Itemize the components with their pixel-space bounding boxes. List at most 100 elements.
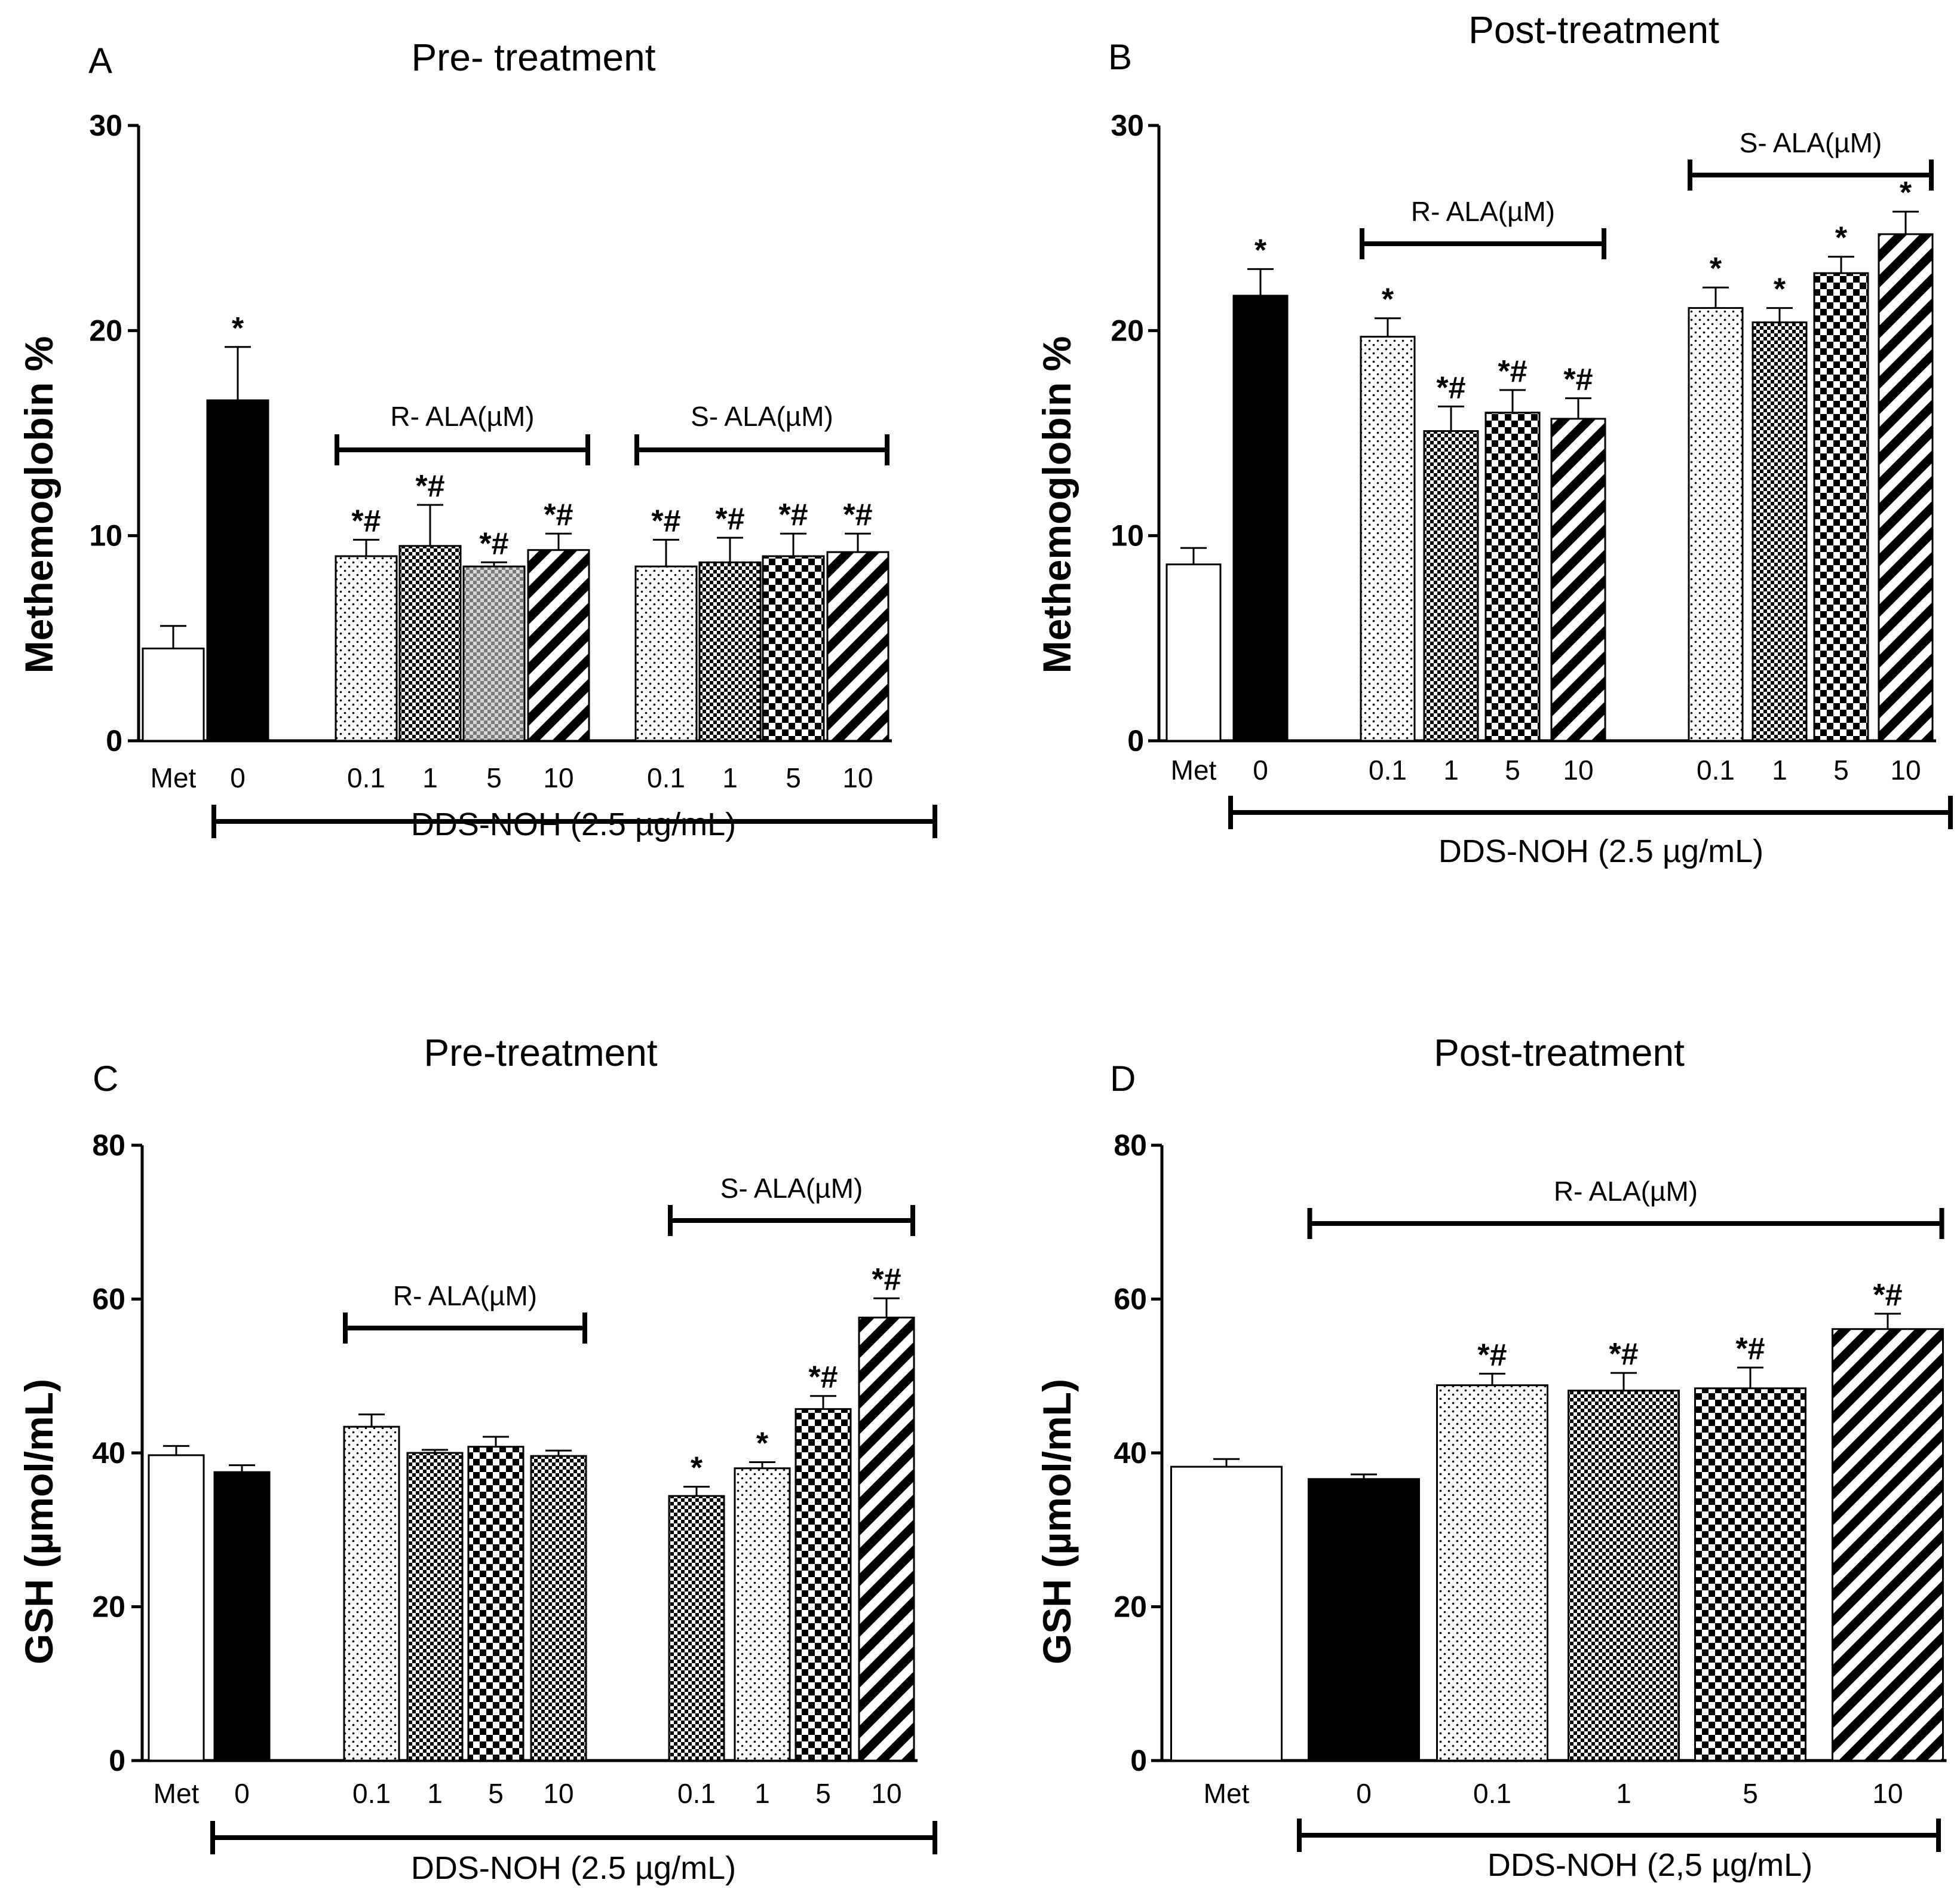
significance-marker: *	[1900, 176, 1912, 210]
bar	[406, 1452, 464, 1762]
bar	[335, 555, 398, 742]
panel-c-pretreatment-gsh: C Pre-treatment GSH (µmol/mL) 0 20 40 60 80 M…	[17, 1031, 937, 1886]
significance-marker: *#	[808, 1360, 838, 1395]
bar	[527, 549, 590, 742]
bar	[398, 545, 462, 742]
y-tick-label: 0	[1127, 724, 1144, 758]
category-label: 10	[871, 1778, 901, 1809]
y-axis-label: GSH (µmol/mL)	[1035, 1379, 1079, 1664]
bar-chart-plot: 0 10 20 30 Met * 0 *# 0.1 *# 1 *# 5 *# 10 *# 0.1 *# 1 *# 5 *#…	[89, 109, 937, 838]
panel-label-b: B	[1108, 37, 1132, 77]
panel-label-d: D	[1110, 1059, 1136, 1099]
category-label: 0.1	[647, 762, 685, 793]
category-label: 0	[230, 762, 246, 793]
y-tick-label: 40	[1114, 1436, 1147, 1470]
y-axis-label: GSH (µmol/mL)	[17, 1379, 61, 1664]
bar	[1550, 418, 1606, 742]
category-label: 5	[486, 762, 502, 793]
panel-d-posttreatment-gsh: D Post-treatment GSH (µmol/mL) 0 20 40 60 80…	[1035, 1031, 1947, 1883]
category-label: Met	[151, 762, 197, 793]
group-label: R- ALA(µM)	[1411, 196, 1555, 227]
category-label: 1	[1772, 755, 1787, 786]
bar	[1688, 307, 1744, 742]
significance-marker: *	[1710, 252, 1722, 286]
bar	[858, 1316, 915, 1762]
bar	[213, 1471, 271, 1762]
significance-marker: *#	[479, 526, 508, 561]
panel-b-posttreatment-methemoglobin: B Post-treatment Methemoglobin % 0102030…	[1035, 8, 1953, 869]
y-tick-label: 80	[1114, 1129, 1147, 1162]
y-tick-label: 10	[1111, 519, 1144, 553]
bar	[530, 1455, 587, 1762]
category-label: Met	[154, 1778, 200, 1809]
significance-marker: *#	[1563, 363, 1593, 397]
y-tick-label: 0	[106, 724, 122, 758]
y-tick-label: 30	[89, 109, 122, 142]
category-label: 0	[1253, 755, 1268, 786]
bar	[1694, 1387, 1806, 1762]
group-label: R- ALA(µM)	[393, 1280, 537, 1311]
significance-marker: *	[1835, 221, 1848, 256]
significance-marker: *#	[872, 1262, 901, 1297]
category-label: 5	[786, 762, 801, 793]
category-label: 5	[1505, 755, 1520, 786]
bar-chart-plot: 0 20 40 60 80 Met 0 0.1 1 5 10 * 0.1 * 1 *# 5 *# 10 R- ALA(…	[92, 1129, 937, 1854]
bar	[467, 1446, 524, 1762]
significance-marker: *#	[715, 502, 744, 536]
y-tick-label: 10	[89, 519, 122, 553]
bar	[1165, 563, 1222, 742]
significance-marker: *#	[1609, 1337, 1638, 1372]
category-label: 5	[488, 1778, 504, 1809]
y-tick-label: 20	[89, 314, 122, 347]
category-label: 0.1	[347, 762, 385, 793]
y-axis-label: Methemoglobin %	[17, 336, 61, 674]
bar	[1360, 336, 1416, 742]
bar	[1832, 1328, 1944, 1762]
category-label: 0.1	[1369, 755, 1407, 786]
significance-marker: *#	[1436, 370, 1465, 405]
x-axis-label: DDS-NOH (2.5 µg/mL)	[1438, 833, 1763, 869]
category-label: 10	[1872, 1778, 1903, 1809]
bar	[762, 555, 825, 742]
category-label: 0	[1356, 1778, 1372, 1809]
group-label: S- ALA(µM)	[1740, 127, 1882, 158]
bar	[668, 1495, 725, 1762]
category-label: 0.1	[677, 1778, 716, 1809]
category-label: 10	[543, 1778, 573, 1809]
bar-chart-plot: 0 10 20 30 Met * 0 * 0.1 *# 1 *# 5 *# 10 * 0.1 * 1 * 5 * 10 R- …	[1111, 109, 1953, 829]
category-label: 10	[842, 762, 873, 793]
category-label: 5	[1743, 1778, 1758, 1809]
bar	[148, 1454, 205, 1762]
y-tick-label: 40	[92, 1436, 125, 1470]
bar	[1878, 233, 1934, 742]
category-label: 5	[815, 1778, 831, 1809]
category-label: 10	[1890, 755, 1921, 786]
bar	[1423, 430, 1479, 742]
y-tick-label: 0	[1130, 1744, 1147, 1777]
y-tick-label: 30	[1111, 109, 1144, 142]
group-label: R- ALA(µM)	[390, 401, 534, 432]
panel-title: Pre- treatment	[411, 36, 655, 79]
bar-chart-plot: 0 20 40 60 80 Met 0 *# 0.1 *# 1 *# 5 *# 10 R- ALA(µM)	[1114, 1129, 1947, 1852]
significance-marker: *	[756, 1426, 769, 1461]
y-tick-label: 0	[109, 1744, 125, 1777]
bar	[1752, 321, 1808, 742]
panel-title: Post-treatment	[1468, 8, 1719, 51]
x-axis-label: DDS-NOH (2.5 µg/mL)	[411, 807, 736, 842]
group-label: R- ALA(µM)	[1554, 1176, 1698, 1207]
bar	[142, 648, 205, 742]
category-label: Met	[1171, 755, 1217, 786]
category-label: 1	[427, 1778, 443, 1809]
x-axis-label: DDS-NOH (2,5 µg/mL)	[1487, 1847, 1812, 1883]
category-label: 5	[1833, 755, 1849, 786]
significance-marker: *#	[1873, 1278, 1902, 1313]
category-label: 0.1	[352, 1778, 391, 1809]
category-label: 10	[1563, 755, 1593, 786]
y-tick-label: 80	[92, 1129, 125, 1162]
category-label: 0.1	[1697, 755, 1735, 786]
y-tick-label: 60	[92, 1283, 125, 1316]
category-label: 0	[234, 1778, 250, 1809]
bar	[1308, 1478, 1420, 1762]
significance-marker: *#	[415, 469, 444, 504]
